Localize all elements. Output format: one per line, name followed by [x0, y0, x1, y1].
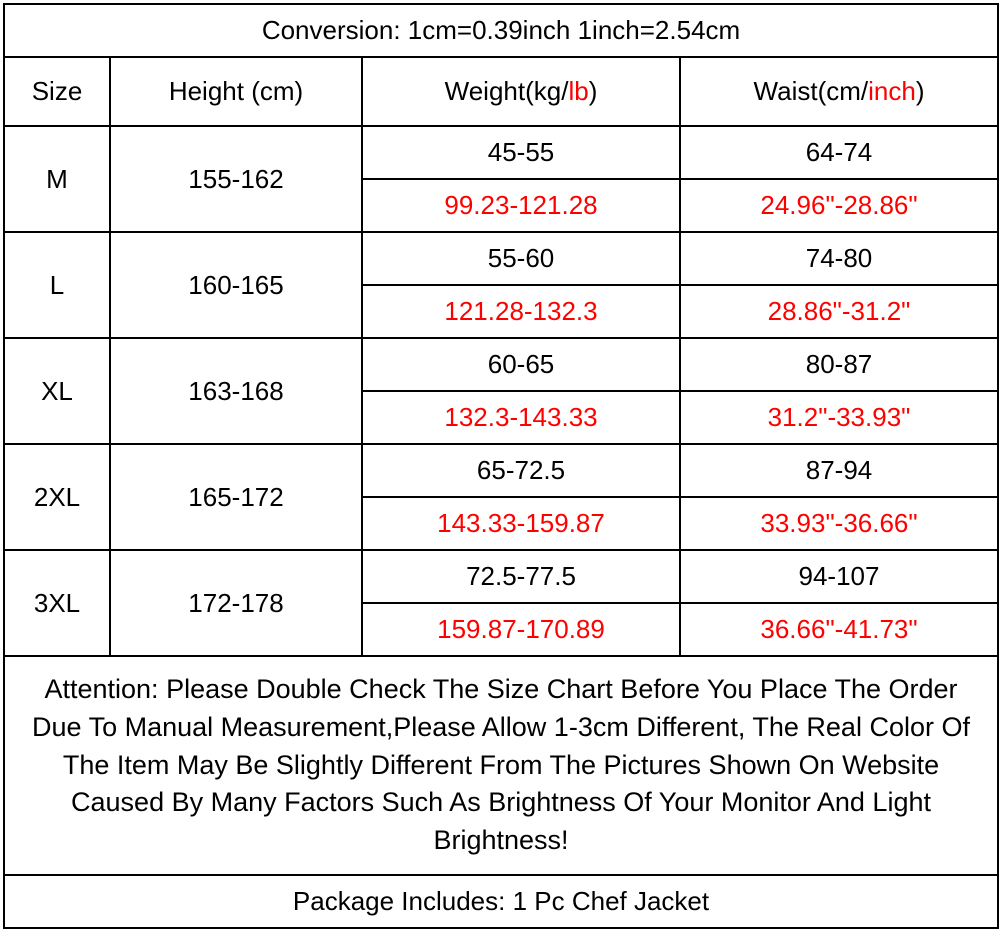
waist-imperial: 31.2"-33.93" [680, 391, 998, 444]
attention-row: Attention: Please Double Check The Size … [4, 656, 998, 875]
weight-imperial: 143.33-159.87 [362, 497, 680, 550]
waist-imperial: 33.93"-36.66" [680, 497, 998, 550]
table-row: M 155-162 45-55 64-74 [4, 126, 998, 179]
header-height: Height (cm) [110, 57, 362, 126]
height-cell: 163-168 [110, 338, 362, 444]
header-row: Size Height (cm) Weight(kg/lb) Waist(cm/… [4, 57, 998, 126]
weight-imperial: 132.3-143.33 [362, 391, 680, 444]
waist-metric: 74-80 [680, 232, 998, 285]
weight-metric: 45-55 [362, 126, 680, 179]
weight-metric: 55-60 [362, 232, 680, 285]
package-row: Package Includes: 1 Pc Chef Jacket [4, 875, 998, 928]
weight-imperial: 99.23-121.28 [362, 179, 680, 232]
weight-metric: 65-72.5 [362, 444, 680, 497]
table-row: L 160-165 55-60 74-80 [4, 232, 998, 285]
height-cell: 160-165 [110, 232, 362, 338]
size-cell: XL [4, 338, 110, 444]
waist-metric: 64-74 [680, 126, 998, 179]
waist-metric: 94-107 [680, 550, 998, 603]
conversion-title: Conversion: 1cm=0.39inch 1inch=2.54cm [4, 4, 998, 57]
size-cell: M [4, 126, 110, 232]
package-text: Package Includes: 1 Pc Chef Jacket [4, 875, 998, 928]
waist-imperial: 24.96"-28.86" [680, 179, 998, 232]
size-chart-table: Conversion: 1cm=0.39inch 1inch=2.54cm Si… [3, 3, 999, 929]
height-cell: 155-162 [110, 126, 362, 232]
header-size: Size [4, 57, 110, 126]
waist-metric: 80-87 [680, 338, 998, 391]
height-cell: 165-172 [110, 444, 362, 550]
size-cell: 2XL [4, 444, 110, 550]
weight-imperial: 121.28-132.3 [362, 285, 680, 338]
height-cell: 172-178 [110, 550, 362, 656]
waist-metric: 87-94 [680, 444, 998, 497]
waist-imperial: 28.86"-31.2" [680, 285, 998, 338]
header-waist: Waist(cm/inch) [680, 57, 998, 126]
header-weight: Weight(kg/lb) [362, 57, 680, 126]
waist-imperial: 36.66"-41.73" [680, 603, 998, 656]
table-row: 2XL 165-172 65-72.5 87-94 [4, 444, 998, 497]
table-row: XL 163-168 60-65 80-87 [4, 338, 998, 391]
conversion-title-row: Conversion: 1cm=0.39inch 1inch=2.54cm [4, 4, 998, 57]
weight-metric: 72.5-77.5 [362, 550, 680, 603]
weight-metric: 60-65 [362, 338, 680, 391]
size-cell: L [4, 232, 110, 338]
attention-text: Attention: Please Double Check The Size … [4, 656, 998, 875]
weight-imperial: 159.87-170.89 [362, 603, 680, 656]
size-cell: 3XL [4, 550, 110, 656]
table-row: 3XL 172-178 72.5-77.5 94-107 [4, 550, 998, 603]
